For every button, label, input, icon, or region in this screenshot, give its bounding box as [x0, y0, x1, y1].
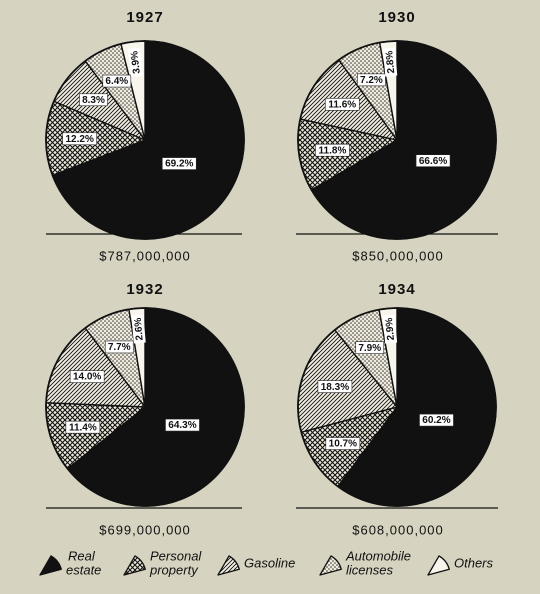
slice-label-real-estate: 66.6% [415, 154, 451, 168]
slice-label-personal-property: 12.2% [62, 132, 97, 146]
svg-text:2.6%: 2.6% [133, 317, 146, 341]
svg-text:69.2%: 69.2% [165, 159, 193, 170]
chart-title: 1934 [378, 281, 415, 298]
chart-title: 1927 [126, 9, 163, 26]
legend-label: estate [66, 562, 101, 577]
svg-text:11.6%: 11.6% [328, 99, 356, 110]
chart-total: $699,000,000 [99, 522, 191, 537]
svg-text:18.3%: 18.3% [321, 382, 349, 393]
slice-label-real-estate: 69.2% [161, 157, 197, 170]
slice-label-automobile-licenses: 6.4% [102, 74, 132, 88]
chart-total: $850,000,000 [352, 248, 444, 263]
slice-label-automobile-licenses: 7.7% [104, 340, 134, 354]
slice-label-others: 2.8% [382, 47, 398, 77]
pie-chart-1927: 1927 69.2% 12.2% 8.3%6.4%3.9% $787,000,000 [45, 9, 245, 263]
chart-total: $787,000,000 [99, 248, 191, 263]
svg-text:14.0%: 14.0% [73, 372, 101, 383]
legend-label: Gasoline [244, 555, 295, 570]
slice-label-real-estate: 64.3% [165, 418, 200, 432]
legend-label: Personal [150, 548, 202, 563]
slice-label-personal-property: 10.7% [325, 437, 361, 450]
legend-label: Real [68, 548, 96, 563]
legend-swatch [319, 555, 342, 576]
legend-item-others: Others [427, 555, 494, 576]
legend-item-gasoline: Gasoline [217, 555, 295, 576]
slice-label-automobile-licenses: 7.9% [355, 341, 385, 354]
svg-text:60.2%: 60.2% [422, 415, 450, 426]
svg-text:66.6%: 66.6% [419, 156, 447, 167]
slice-label-automobile-licenses: 7.2% [357, 73, 386, 87]
chart-title: 1930 [378, 9, 415, 26]
slice-label-gasoline: 8.3% [79, 93, 108, 107]
chart-title: 1932 [126, 281, 163, 298]
legend-label: Automobile [345, 548, 411, 563]
legend-swatch [123, 555, 146, 576]
slice-label-gasoline: 14.0% [69, 370, 105, 383]
slice-label-real-estate: 60.2% [419, 413, 454, 427]
svg-text:6.4%: 6.4% [105, 76, 128, 87]
svg-text:12.2%: 12.2% [65, 134, 93, 145]
legend-label: Others [454, 555, 494, 570]
svg-text:2.8%: 2.8% [384, 50, 397, 74]
slice-label-gasoline: 11.6% [324, 97, 360, 111]
pie-outline [297, 40, 497, 240]
pie-outline [297, 307, 497, 507]
svg-text:7.9%: 7.9% [358, 343, 381, 354]
legend-swatch [217, 555, 240, 576]
pie-chart-1934: 1934 60.2% 10.7% 18.3% 7.9%2.9% $608,000,000 [296, 281, 498, 537]
legend-swatch [39, 555, 62, 576]
chart-total: $608,000,000 [352, 522, 444, 537]
svg-text:8.3%: 8.3% [82, 95, 105, 106]
svg-text:10.7%: 10.7% [329, 439, 357, 450]
pie-chart-1932: 1932 64.3% 11.4% 14.0% 7.7%2.6% $699,000,000 [45, 281, 245, 537]
slice-label-others: 3.9% [127, 47, 144, 78]
svg-text:11.4%: 11.4% [69, 422, 97, 433]
svg-text:3.9%: 3.9% [129, 50, 143, 74]
svg-text:11.8%: 11.8% [319, 145, 347, 156]
pie-outline [45, 307, 245, 507]
pie-outline [45, 40, 245, 240]
slice-label-others: 2.6% [131, 314, 146, 344]
svg-text:7.7%: 7.7% [108, 342, 131, 353]
legend-label: property [149, 562, 199, 577]
slice-label-personal-property: 11.8% [315, 143, 350, 157]
legend-label: licenses [346, 562, 393, 577]
slice-label-others: 2.9% [382, 314, 398, 344]
pie-chart-1930: 1930 66.6% 11.8% 11.6% 7.2%2.8% $850,000,000 [296, 9, 498, 263]
legend-swatch [427, 555, 450, 576]
svg-text:64.3%: 64.3% [168, 420, 196, 431]
slice-label-gasoline: 18.3% [317, 380, 353, 393]
slice-label-personal-property: 11.4% [65, 420, 101, 434]
svg-text:2.9%: 2.9% [384, 317, 397, 341]
svg-text:7.2%: 7.2% [360, 75, 383, 86]
